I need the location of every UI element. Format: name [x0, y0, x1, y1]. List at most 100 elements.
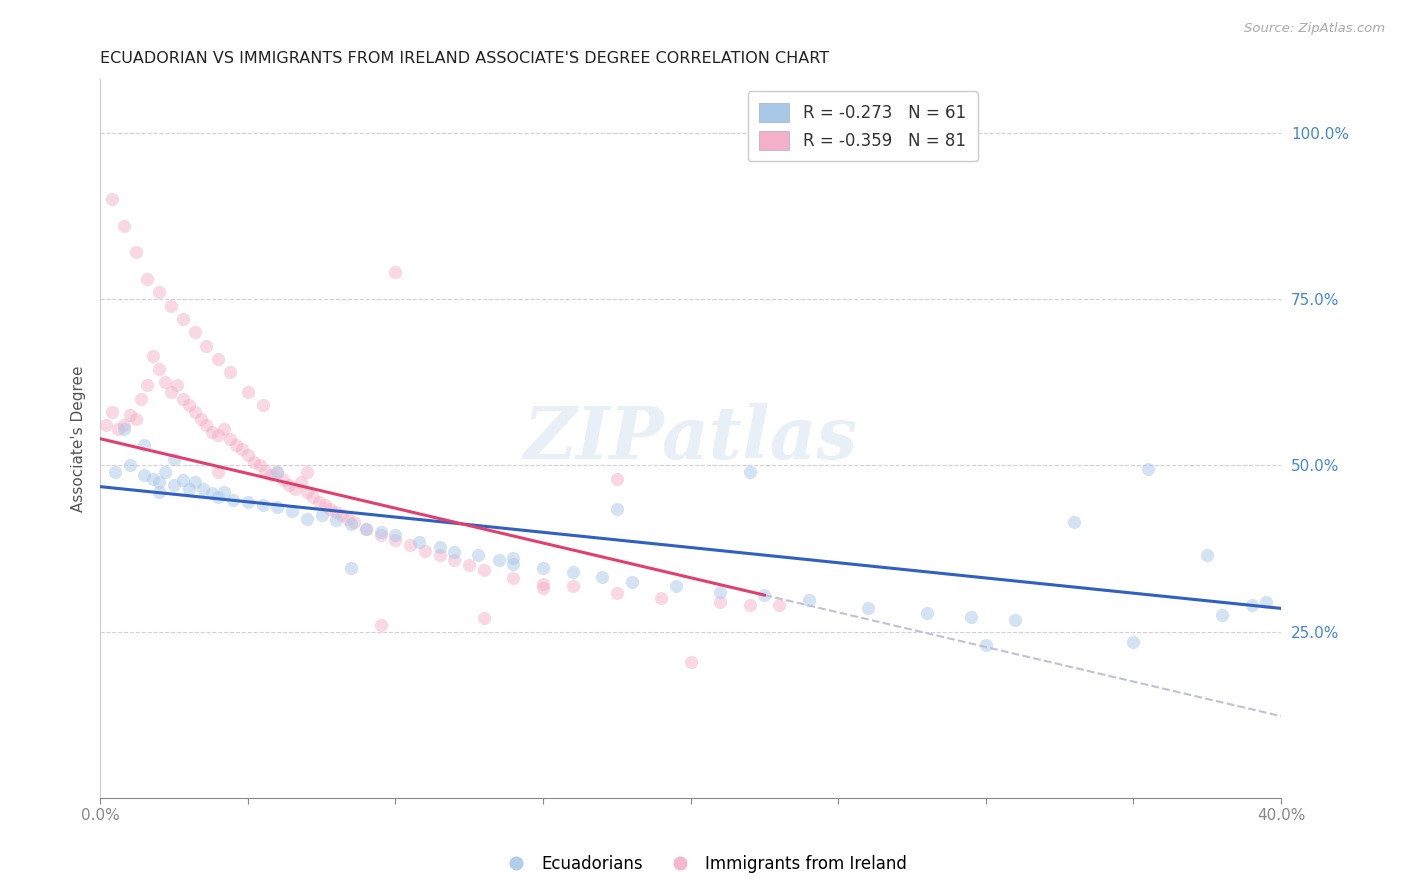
Point	[249, 458, 271, 473]
Point	[207, 490, 229, 504]
Point	[974, 638, 997, 652]
Point	[222, 492, 245, 507]
Point	[183, 475, 205, 489]
Point	[488, 553, 510, 567]
Point	[856, 601, 879, 615]
Point	[443, 545, 465, 559]
Point	[370, 528, 392, 542]
Point	[172, 473, 194, 487]
Point	[266, 500, 288, 514]
Point	[148, 475, 170, 489]
Point	[148, 285, 170, 300]
Point	[319, 501, 342, 516]
Point	[160, 385, 183, 400]
Point	[343, 515, 366, 529]
Point	[242, 455, 264, 469]
Point	[384, 265, 406, 279]
Point	[284, 482, 307, 496]
Point	[443, 553, 465, 567]
Point	[118, 458, 141, 473]
Point	[738, 465, 761, 479]
Point	[370, 524, 392, 539]
Point	[561, 565, 583, 579]
Point	[136, 272, 159, 286]
Point	[207, 465, 229, 479]
Point	[340, 561, 363, 575]
Point	[591, 570, 613, 584]
Point	[252, 399, 274, 413]
Point	[153, 375, 176, 389]
Point	[172, 312, 194, 326]
Point	[354, 522, 377, 536]
Point	[134, 438, 156, 452]
Point	[201, 425, 224, 439]
Point	[101, 192, 124, 206]
Point	[429, 548, 451, 562]
Point	[472, 564, 495, 578]
Point	[467, 548, 489, 562]
Point	[308, 495, 330, 509]
Point	[1240, 598, 1263, 612]
Point	[1197, 548, 1219, 562]
Point	[195, 418, 218, 433]
Point	[960, 610, 983, 624]
Point	[177, 399, 200, 413]
Point	[212, 422, 235, 436]
Point	[183, 405, 205, 419]
Point	[212, 485, 235, 500]
Point	[160, 299, 183, 313]
Point	[295, 485, 318, 500]
Point	[104, 465, 127, 479]
Point	[281, 503, 304, 517]
Point	[236, 495, 259, 509]
Point	[225, 438, 247, 452]
Point	[429, 540, 451, 554]
Point	[665, 579, 688, 593]
Point	[193, 482, 215, 496]
Point	[915, 606, 938, 620]
Point	[124, 411, 146, 425]
Point	[260, 468, 283, 483]
Point	[124, 245, 146, 260]
Point	[153, 465, 176, 479]
Point	[266, 465, 288, 479]
Point	[620, 574, 643, 589]
Point	[502, 557, 524, 571]
Point	[1004, 613, 1026, 627]
Point	[502, 571, 524, 585]
Text: Source: ZipAtlas.com: Source: ZipAtlas.com	[1244, 22, 1385, 36]
Point	[650, 591, 672, 606]
Point	[314, 498, 336, 512]
Point	[112, 422, 135, 436]
Legend: Ecuadorians, Immigrants from Ireland: Ecuadorians, Immigrants from Ireland	[494, 848, 912, 880]
Point	[561, 579, 583, 593]
Text: ZIPatlas: ZIPatlas	[523, 403, 858, 475]
Point	[301, 490, 323, 504]
Point	[337, 511, 360, 525]
Point	[679, 655, 702, 669]
Point	[370, 618, 392, 632]
Point	[325, 505, 347, 519]
Point	[606, 501, 628, 516]
Point	[1137, 461, 1160, 475]
Point	[1063, 515, 1085, 529]
Point	[458, 558, 481, 573]
Point	[131, 392, 153, 406]
Text: ECUADORIAN VS IMMIGRANTS FROM IRELAND ASSOCIATE'S DEGREE CORRELATION CHART: ECUADORIAN VS IMMIGRANTS FROM IRELAND AS…	[100, 51, 830, 66]
Point	[236, 448, 259, 462]
Point	[709, 595, 731, 609]
Point	[94, 418, 117, 433]
Point	[413, 543, 436, 558]
Point	[112, 418, 135, 433]
Point	[177, 482, 200, 496]
Point	[163, 478, 186, 492]
Point	[107, 422, 129, 436]
Point	[266, 465, 288, 479]
Point	[219, 365, 242, 379]
Point	[295, 511, 318, 525]
Point	[1211, 608, 1233, 623]
Point	[354, 522, 377, 536]
Point	[195, 338, 218, 352]
Point	[295, 465, 318, 479]
Point	[399, 538, 422, 552]
